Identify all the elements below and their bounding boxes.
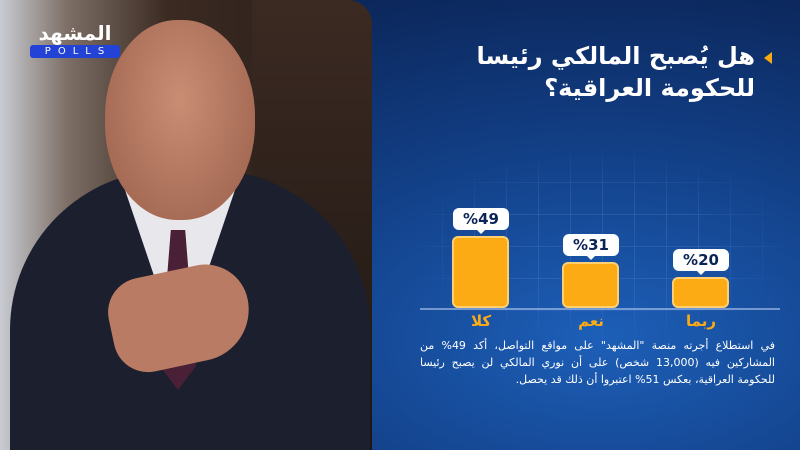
logo-arabic: المشهد <box>38 21 112 45</box>
data-label: %31 <box>563 234 619 260</box>
bar-0 <box>452 236 509 308</box>
title-line-2: للحكومة العراقية؟ <box>544 74 755 102</box>
bar-2 <box>672 277 729 308</box>
title-marker-icon <box>764 52 772 64</box>
politician-photo <box>0 0 372 450</box>
photo-head <box>105 20 255 220</box>
poll-description: في استطلاع أجرته منصة "المشهد" على مواقع… <box>420 339 775 386</box>
category-label: ربما <box>686 312 716 330</box>
category-label: نعم <box>578 312 604 330</box>
bar-1 <box>562 262 619 308</box>
brand-logo: المشهد POLLS <box>30 22 120 58</box>
page-title: هل يُصبح المالكي رئيسا للحكومة العراقية؟ <box>476 40 755 104</box>
data-label: %20 <box>673 249 729 275</box>
logo-polls: POLLS <box>30 45 120 58</box>
data-label: %49 <box>453 208 509 234</box>
category-label: كلا <box>470 312 492 330</box>
title-line-1: هل يُصبح المالكي رئيسا <box>476 42 755 70</box>
x-axis <box>420 308 780 310</box>
bar-chart: %49 كلا %31 نعم %20 ربما <box>410 150 790 340</box>
